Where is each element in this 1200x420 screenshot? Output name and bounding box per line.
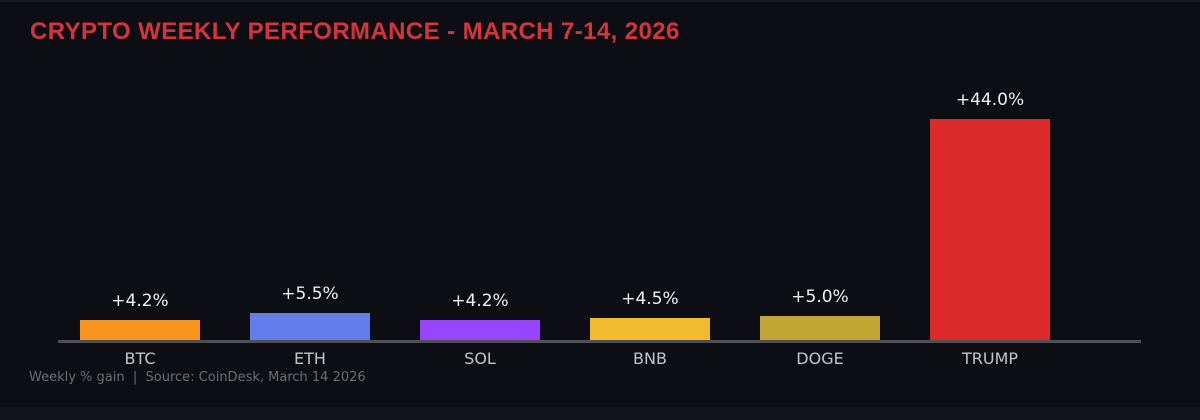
chart-title: CRYPTO WEEKLY PERFORMANCE - MARCH 7-14, … [30, 18, 680, 45]
value-label-btc: +4.2% [111, 291, 169, 311]
bar-btc [80, 320, 200, 341]
bar-sol [420, 320, 540, 341]
category-label-eth: ETH [294, 349, 326, 368]
bottom-edge-strip [0, 407, 1200, 420]
bar-eth [250, 313, 370, 341]
value-label-eth: +5.5% [281, 284, 339, 304]
value-label-doge: +5.0% [791, 287, 849, 307]
x-axis-line [58, 340, 1141, 343]
category-label-bnb: BNB [633, 349, 667, 368]
value-label-bnb: +4.5% [621, 289, 679, 309]
category-label-doge: DOGE [796, 349, 844, 368]
category-label-btc: BTC [124, 349, 156, 368]
source-footnote: Weekly % gain | Source: CoinDesk, March … [29, 370, 366, 385]
bar-bnb [590, 318, 710, 341]
category-label-sol: SOL [464, 349, 496, 368]
value-label-trump: +44.0% [955, 90, 1025, 110]
top-edge-strip [0, 0, 1200, 2]
category-label-trump: TRUMP [961, 349, 1019, 368]
bar-doge [760, 316, 880, 341]
value-label-sol: +4.2% [451, 291, 509, 311]
bar-trump [930, 119, 1050, 341]
